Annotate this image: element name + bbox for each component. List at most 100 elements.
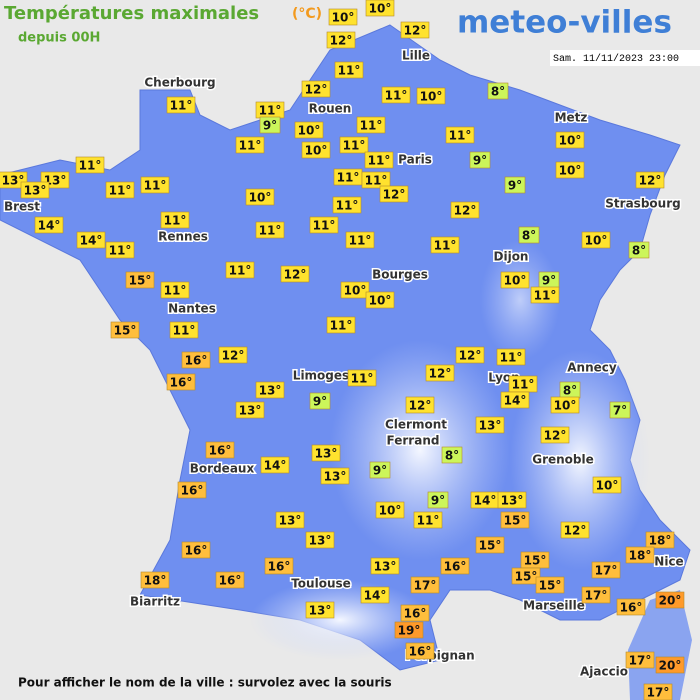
temp-box [334, 61, 364, 79]
temp-box [445, 126, 475, 144]
temp-label: 16° [620, 601, 643, 615]
temp-box [347, 369, 377, 387]
temp-box [166, 373, 196, 391]
temp-label: 16° [209, 444, 232, 458]
temp-label: 17° [629, 654, 652, 668]
temp-box [105, 241, 135, 259]
temp-label: 12° [404, 24, 427, 38]
temp-label: 19° [398, 624, 421, 638]
temp-box [487, 82, 509, 100]
temp-label: 9° [263, 119, 277, 133]
logo: meteo-villes [457, 5, 672, 41]
temp-box [181, 541, 211, 559]
temp-label: 20° [659, 594, 682, 608]
temp-box [160, 281, 190, 299]
temp-label: 18° [144, 574, 167, 588]
temp-label: 13° [309, 534, 332, 548]
temp-label: 11° [360, 119, 383, 133]
temp-label: 11° [164, 214, 187, 228]
temp-box [264, 557, 294, 575]
subtitle: depuis 00H [18, 31, 100, 46]
temp-box [628, 241, 650, 259]
temp-box [655, 656, 685, 674]
city-name: Clermont [385, 418, 447, 432]
temp-label: 11° [313, 219, 336, 233]
city-name: Dijon [494, 250, 529, 264]
temp-label: 12° [284, 268, 307, 282]
temp-label: 7° [613, 404, 627, 418]
temp-box [294, 121, 324, 139]
temp-label: 17° [647, 686, 670, 700]
temp-box [504, 176, 526, 194]
temp-label: 12° [330, 34, 353, 48]
city-name: Strasbourg [605, 197, 680, 211]
temp-label: 11° [109, 244, 132, 258]
temp-label: 15° [479, 539, 502, 553]
temp-box [0, 171, 28, 189]
temp-box [430, 236, 460, 254]
city-name: Bordeaux [190, 462, 255, 476]
temp-box [332, 196, 362, 214]
temp-box [361, 171, 391, 189]
temp-box [20, 181, 50, 199]
temp-label: 14° [80, 234, 103, 248]
temp-box [255, 221, 285, 239]
temp-box [496, 348, 526, 366]
temp-box [34, 216, 64, 234]
temp-box [518, 226, 540, 244]
temp-label: 9° [508, 179, 522, 193]
temp-label: 12° [544, 429, 567, 443]
temp-box [645, 531, 675, 549]
temp-label: 11° [500, 351, 523, 365]
city-name: Nantes [168, 302, 216, 316]
temp-box [260, 456, 290, 474]
temp-label: 11° [109, 184, 132, 198]
temp-box [405, 642, 435, 660]
city-name: Lille [402, 49, 430, 63]
temp-box [309, 392, 331, 410]
temp-label: 13° [324, 470, 347, 484]
temp-box [413, 511, 443, 529]
temp-box [500, 391, 530, 409]
timestamp: Sam. 11/11/2023 23:00 [553, 53, 679, 65]
temp-label: 11° [351, 372, 374, 386]
temp-box [425, 364, 455, 382]
temp-label: 11° [343, 139, 366, 153]
temp-label: 15° [524, 554, 547, 568]
temp-box [76, 231, 106, 249]
temp-box [160, 211, 190, 229]
city-name: Brest [4, 200, 40, 214]
temp-label: 15° [114, 324, 137, 338]
temp-box [370, 557, 400, 575]
temp-box [441, 446, 463, 464]
temp-box [416, 87, 446, 105]
temp-label: 11° [173, 324, 196, 338]
temp-box [400, 604, 430, 622]
temp-label: 13° [279, 514, 302, 528]
temp-box [535, 576, 565, 594]
temp-label: 15° [539, 579, 562, 593]
temp-box [625, 651, 655, 669]
city-name: Bourges [372, 268, 428, 282]
temp-label: 18° [629, 549, 652, 563]
temp-box [305, 601, 335, 619]
temp-label: 10° [332, 11, 355, 25]
temp-label: 10° [559, 164, 582, 178]
city-name: Biarritz [130, 595, 180, 609]
temp-label: 13° [44, 174, 67, 188]
temp-box [635, 171, 665, 189]
temp-box [320, 467, 350, 485]
temp-label: 10° [504, 274, 527, 288]
temp-label: 16° [404, 607, 427, 621]
temp-label: 13° [309, 604, 332, 618]
temp-label: 8° [491, 85, 505, 99]
temp-label: 12° [429, 367, 452, 381]
temp-box [301, 80, 331, 98]
temp-box [360, 586, 390, 604]
city-name: Nice [654, 555, 683, 569]
temp-label: 8° [522, 229, 536, 243]
temp-label: 10° [249, 191, 272, 205]
temp-box [235, 136, 265, 154]
temp-box [500, 511, 530, 529]
temp-label: 10° [379, 504, 402, 518]
